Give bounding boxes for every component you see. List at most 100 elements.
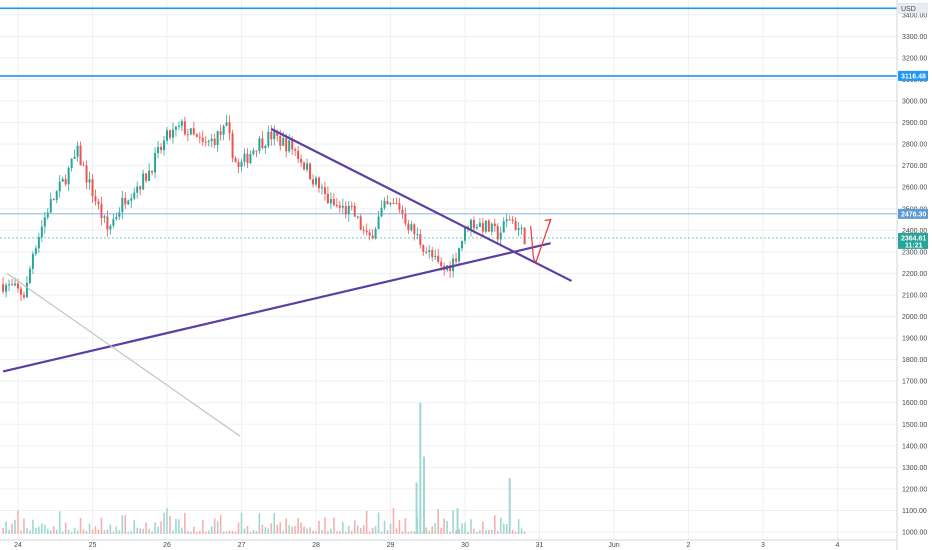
candle-body xyxy=(288,140,291,152)
trendline[interactable] xyxy=(2,242,551,373)
volume-bar xyxy=(154,522,156,534)
volume-bar xyxy=(291,526,293,534)
price-axis[interactable]: 1000.00 1100.00 1200.00 1300.00 1400.00 1500.… xyxy=(896,0,927,550)
candle-body xyxy=(234,157,237,163)
volume-bar xyxy=(488,529,490,534)
projection-path[interactable] xyxy=(530,219,552,265)
volume-bar xyxy=(282,530,285,534)
volume-bar xyxy=(401,531,404,534)
candle-body xyxy=(458,248,461,262)
y-tick-label: 1100.00 xyxy=(902,508,927,515)
x-tick-label: 2 xyxy=(687,542,691,549)
x-tick-label: 28 xyxy=(312,542,320,549)
candle-body xyxy=(73,156,76,159)
trendline[interactable] xyxy=(6,272,241,437)
time-axis[interactable]: 24 25 26 27 28 29 30 31 Jun 2 3 4 xyxy=(0,539,897,549)
candle-body xyxy=(270,131,273,140)
candle-body xyxy=(76,145,79,157)
volume-bar xyxy=(464,522,466,534)
candle-body xyxy=(294,149,297,151)
horizontal-price-lines[interactable] xyxy=(0,7,897,239)
candle-body xyxy=(142,173,145,190)
volume-bar xyxy=(73,527,76,534)
volume-bar xyxy=(14,519,16,534)
x-tick-label: 30 xyxy=(461,542,469,549)
projection-arrow[interactable] xyxy=(530,218,552,265)
volume-bar xyxy=(8,529,10,534)
volume-bar xyxy=(172,530,174,534)
volume-bar xyxy=(201,520,204,534)
volume-bar xyxy=(264,527,267,534)
volume-bar xyxy=(294,526,296,534)
volume-bar xyxy=(380,531,383,534)
volume-bar xyxy=(64,522,67,534)
candle-body xyxy=(434,255,437,257)
volume-bar xyxy=(246,525,249,534)
candle-body xyxy=(183,121,186,135)
candle-body xyxy=(312,179,315,185)
volume-bar xyxy=(190,531,192,534)
volume-bar xyxy=(479,529,481,534)
volume-bar xyxy=(288,525,290,534)
volume-spike xyxy=(415,482,418,534)
volume-bar xyxy=(258,513,261,534)
candle-body xyxy=(17,283,19,289)
candle-body xyxy=(64,178,67,185)
volume-bar xyxy=(23,518,25,534)
candle-body xyxy=(407,223,410,231)
candle-body xyxy=(252,150,255,155)
volume-bar xyxy=(49,530,52,534)
candle-body xyxy=(264,145,267,149)
volume-bar xyxy=(133,520,136,534)
projection-arrowhead xyxy=(544,218,552,226)
volume-bar xyxy=(353,520,356,534)
candle-body xyxy=(309,163,312,180)
y-tick-label: 2400.00 xyxy=(902,228,927,235)
trendline[interactable] xyxy=(270,128,573,282)
trendlines[interactable] xyxy=(2,128,573,437)
volume-bar xyxy=(142,528,144,534)
candle-body xyxy=(79,145,82,166)
candle-body xyxy=(154,153,157,173)
candle-body xyxy=(192,128,195,135)
volume-bar xyxy=(505,524,508,534)
candle-body xyxy=(258,138,261,151)
volume-bar xyxy=(231,530,234,534)
volume-spike xyxy=(419,402,422,534)
candle-body xyxy=(419,234,422,245)
candle-body xyxy=(201,137,204,142)
x-tick-label: 3 xyxy=(761,542,765,549)
candle-body xyxy=(22,294,25,298)
candle-body xyxy=(317,177,320,189)
candle-body xyxy=(478,223,481,227)
candle-body xyxy=(52,199,55,201)
candle-body xyxy=(133,192,136,199)
y-tick-label: 1500.00 xyxy=(902,422,927,429)
volume-bar xyxy=(175,518,177,534)
candle-body xyxy=(67,167,70,185)
candle-body xyxy=(240,161,243,167)
candle-body xyxy=(2,284,5,292)
candle-body xyxy=(267,131,270,146)
candle-body xyxy=(85,165,88,183)
volume-bar xyxy=(434,522,436,534)
candle-body xyxy=(279,136,282,146)
candle-body xyxy=(94,196,97,202)
candle-body xyxy=(25,282,28,298)
y-tick-label: 2200.00 xyxy=(902,271,927,278)
volume-bar xyxy=(76,530,79,534)
volume-bar xyxy=(365,510,368,534)
volume-bar xyxy=(44,524,46,534)
candle-body xyxy=(189,128,192,135)
volume-bar xyxy=(312,530,314,534)
volume-bar xyxy=(193,526,195,534)
volume-bar xyxy=(169,515,171,534)
candle-body xyxy=(410,224,413,231)
volume-bar xyxy=(109,524,112,534)
candle-body xyxy=(207,141,210,143)
volume-bar xyxy=(392,507,395,534)
candle-body xyxy=(177,125,180,127)
volume-bar xyxy=(52,526,55,534)
candle-body xyxy=(198,136,201,138)
